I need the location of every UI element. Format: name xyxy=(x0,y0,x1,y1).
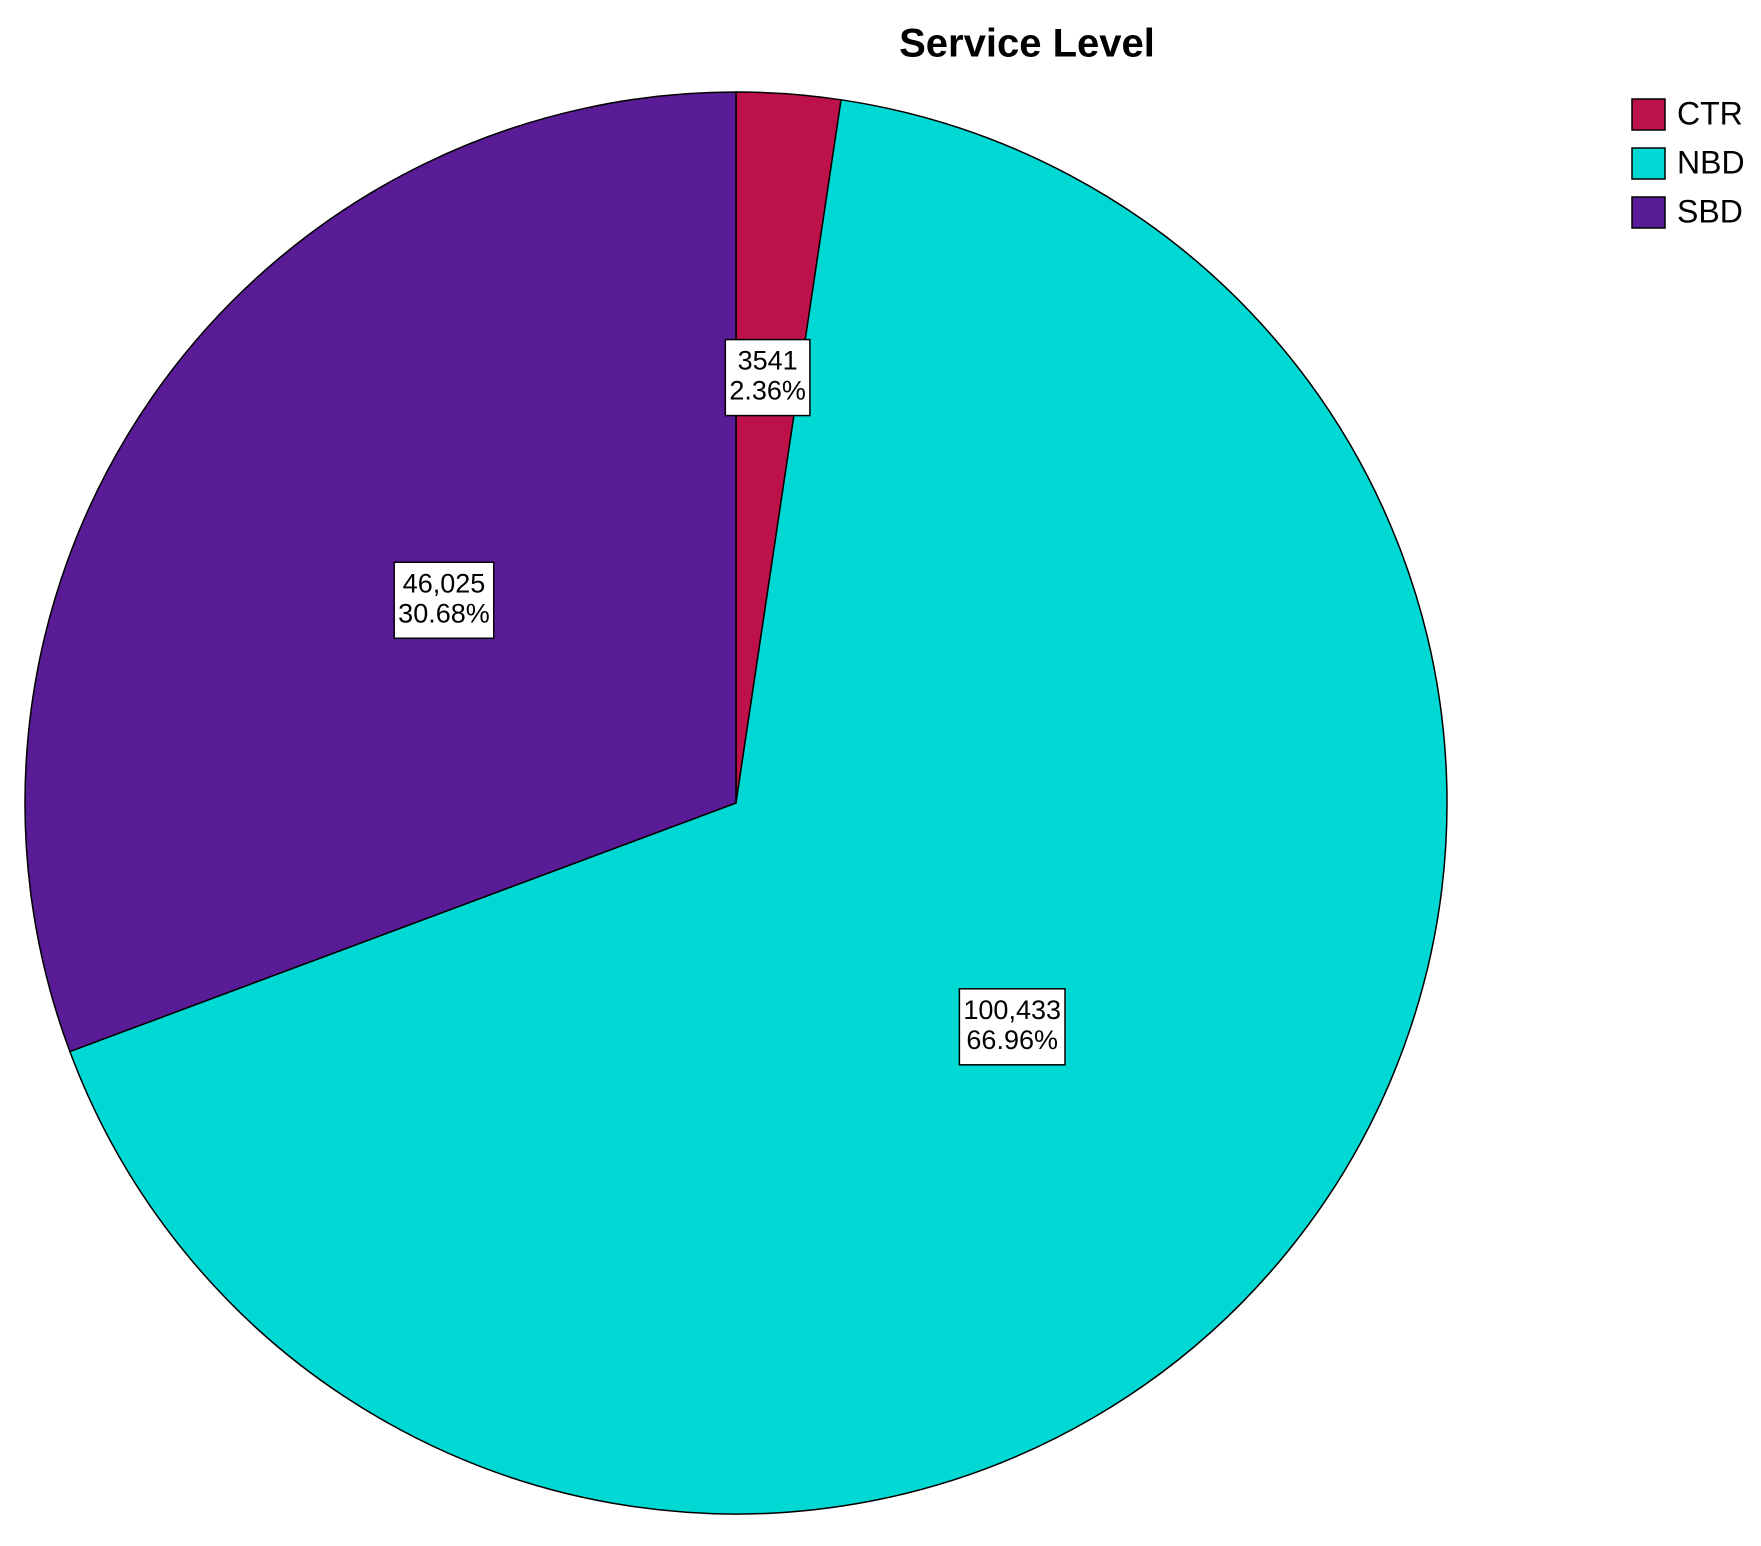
data-label-percent: 30.68% xyxy=(398,598,490,628)
data-label-value: 100,433 xyxy=(963,995,1061,1025)
legend-label: CTR xyxy=(1677,95,1743,131)
pie-slice xyxy=(24,91,737,1053)
legend-label: SBD xyxy=(1677,193,1743,229)
pie-slice xyxy=(68,98,1448,1515)
legend-label: NBD xyxy=(1677,144,1745,180)
legend-swatch xyxy=(1631,147,1666,180)
legend-swatch xyxy=(1631,196,1666,229)
data-label-value: 46,025 xyxy=(403,568,486,598)
data-label-box xyxy=(724,338,811,417)
data-label-percent: 66.96% xyxy=(966,1025,1058,1055)
data-label-percent: 2.36% xyxy=(729,376,806,406)
chart-title: Service Level xyxy=(899,22,1155,66)
data-label-value: 3541 xyxy=(738,346,798,376)
legend-swatch xyxy=(1631,98,1666,131)
data-label-box xyxy=(958,988,1066,1066)
data-label-box xyxy=(393,561,495,640)
